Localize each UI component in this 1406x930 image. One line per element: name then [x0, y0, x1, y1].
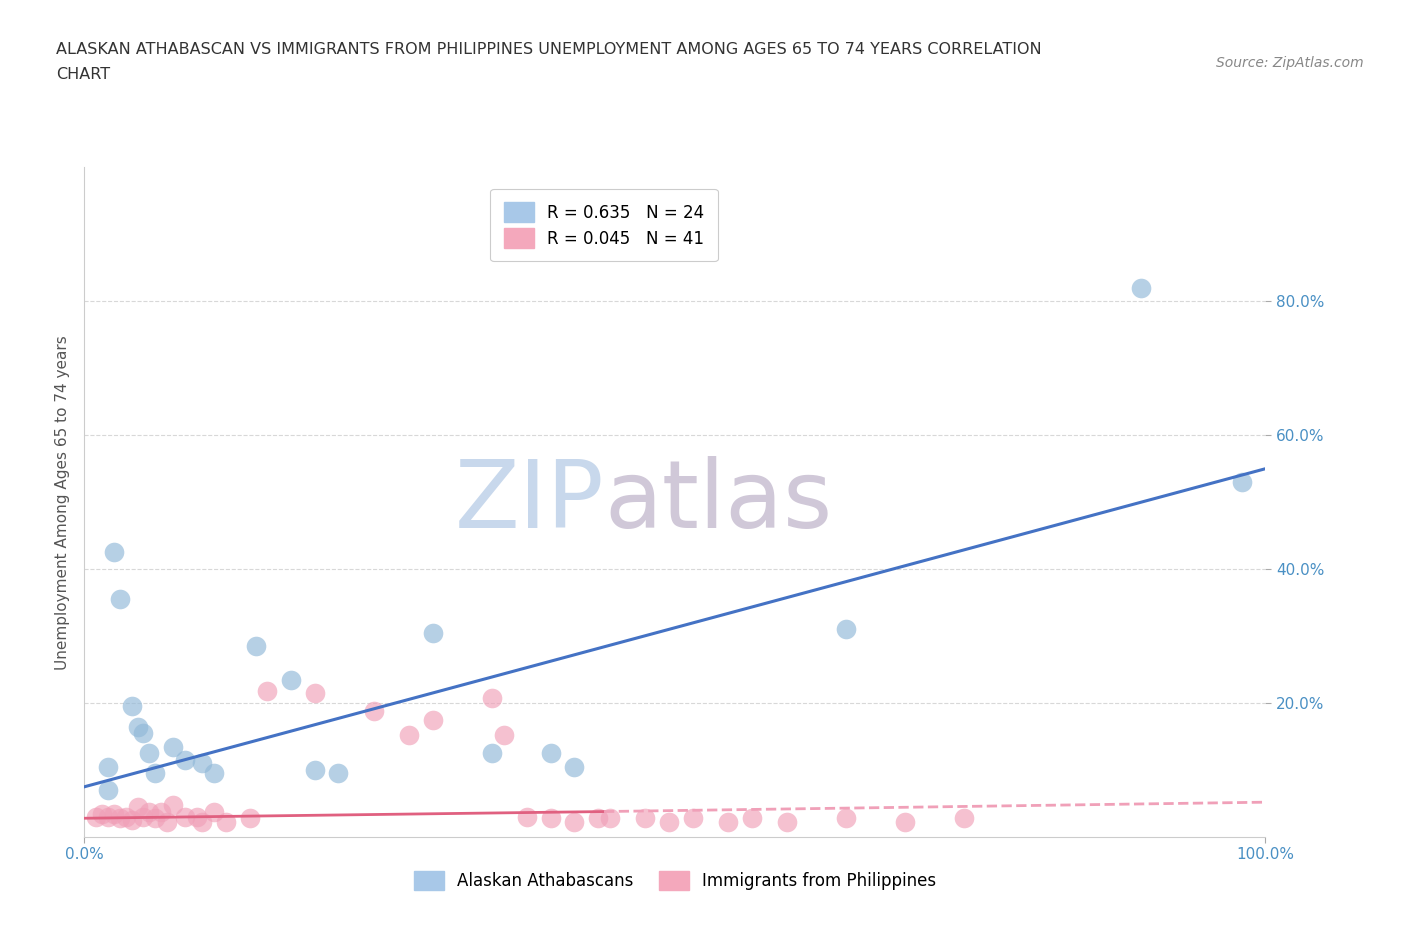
Point [540, 811, 562, 826]
Point [658, 815, 681, 830]
Legend: Alaskan Athabascans, Immigrants from Philippines: Alaskan Athabascans, Immigrants from Phi… [405, 862, 945, 898]
Point [138, 746, 160, 761]
Point [91, 806, 114, 821]
Point [280, 672, 302, 687]
Point [363, 704, 385, 719]
Point [304, 763, 326, 777]
Point [127, 719, 149, 734]
Point [776, 815, 799, 830]
Point [143, 811, 166, 826]
Point [143, 766, 166, 781]
Point [422, 625, 444, 640]
Point [84, 809, 107, 824]
Point [103, 545, 125, 560]
Point [173, 752, 195, 767]
Point [564, 815, 586, 830]
Text: ZIP: ZIP [454, 457, 605, 548]
Point [103, 806, 125, 821]
Point [97, 809, 120, 824]
Point [422, 712, 444, 727]
Point [138, 804, 160, 819]
Point [304, 685, 326, 700]
Text: Source: ZipAtlas.com: Source: ZipAtlas.com [1216, 56, 1364, 70]
Point [186, 809, 208, 824]
Point [191, 756, 214, 771]
Point [191, 815, 214, 830]
Point [215, 815, 238, 830]
Point [108, 811, 131, 826]
Point [239, 811, 262, 826]
Y-axis label: Unemployment Among Ages 65 to 74 years: Unemployment Among Ages 65 to 74 years [55, 335, 70, 670]
Point [741, 811, 763, 826]
Point [586, 811, 609, 826]
Point [256, 684, 278, 698]
Point [114, 809, 136, 824]
Point [245, 639, 267, 654]
Point [481, 690, 503, 705]
Point [540, 746, 562, 761]
Point [121, 813, 143, 828]
Point [202, 766, 225, 781]
Point [835, 811, 858, 826]
Point [516, 809, 538, 824]
Point [121, 699, 143, 714]
Point [1130, 281, 1153, 296]
Point [202, 804, 225, 819]
Point [835, 622, 858, 637]
Point [97, 783, 120, 798]
Point [1230, 474, 1253, 489]
Text: atlas: atlas [605, 457, 832, 548]
Point [156, 815, 179, 830]
Point [682, 811, 704, 826]
Legend: R = 0.635   N = 24, R = 0.045   N = 41: R = 0.635 N = 24, R = 0.045 N = 41 [491, 189, 717, 261]
Point [132, 809, 155, 824]
Point [150, 804, 173, 819]
Point [173, 809, 195, 824]
Point [162, 739, 184, 754]
Point [564, 759, 586, 774]
Point [634, 811, 657, 826]
Point [481, 746, 503, 761]
Text: ALASKAN ATHABASCAN VS IMMIGRANTS FROM PHILIPPINES UNEMPLOYMENT AMONG AGES 65 TO : ALASKAN ATHABASCAN VS IMMIGRANTS FROM PH… [56, 42, 1042, 57]
Point [717, 815, 740, 830]
Point [894, 815, 917, 830]
Point [127, 800, 149, 815]
Text: CHART: CHART [56, 67, 110, 82]
Point [97, 759, 120, 774]
Point [108, 591, 131, 606]
Point [599, 811, 621, 826]
Point [162, 797, 184, 812]
Point [398, 728, 420, 743]
Point [132, 725, 155, 740]
Point [953, 811, 976, 826]
Point [492, 728, 515, 743]
Point [328, 766, 350, 781]
